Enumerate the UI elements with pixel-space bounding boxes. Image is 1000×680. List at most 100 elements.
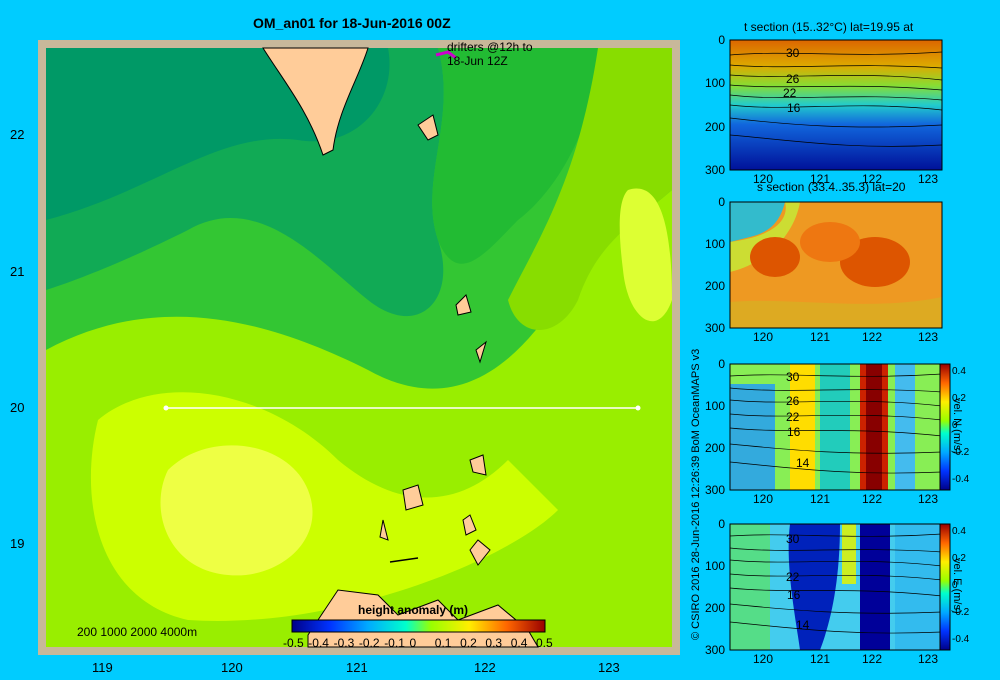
- section-y-tick: 200: [704, 601, 725, 615]
- section-x-tick: 123: [918, 492, 939, 506]
- section-y-tick: 200: [704, 441, 725, 455]
- ve-contour-label: 30: [786, 532, 800, 546]
- main-x-tick: 121: [346, 660, 368, 675]
- section-y-tick: 100: [704, 559, 725, 573]
- colorbar-tick-label: 0.2: [460, 636, 477, 650]
- section-y-tick: 0: [718, 357, 725, 371]
- main-y-tick: 21: [10, 264, 25, 279]
- vn-contour-label: 16: [787, 425, 801, 439]
- s-fresh-patch: [730, 202, 785, 242]
- section-x-tick: 120: [753, 652, 774, 666]
- land-island-2: [455, 294, 472, 316]
- colorbar-tick-label: -0.1: [384, 636, 405, 650]
- ve-green-band: [730, 524, 770, 650]
- velocity-colorbar-tick: -0.2: [952, 447, 970, 458]
- t-contour-label: 22: [783, 86, 797, 100]
- velocity-colorbar-tick: 0: [952, 580, 958, 591]
- velocity-colorbar-tick: 0: [952, 420, 958, 431]
- main-x-tick: 123: [598, 660, 620, 675]
- land-island-1: [417, 114, 439, 141]
- ve-contours: [729, 533, 943, 634]
- land-island-3: [475, 340, 487, 364]
- section-y-tick: 300: [704, 321, 725, 335]
- main-y-tick: 22: [10, 127, 25, 142]
- t-contour-label: 30: [786, 46, 800, 60]
- field-blob-east-yellow: [619, 188, 672, 322]
- section-y-tick: 300: [704, 163, 725, 177]
- section-x-tick: 120: [753, 492, 774, 506]
- colorbar-tick-label: 0.3: [485, 636, 503, 650]
- field-blob-yellow: [160, 445, 313, 576]
- land-island-5: [402, 484, 424, 511]
- field-band-green-mid: [432, 48, 598, 264]
- vn-red-core-inner: [866, 364, 882, 490]
- land-taiwan: [262, 47, 369, 156]
- vn-contour-label: 26: [786, 394, 800, 408]
- drifter-note: drifters @12h to 18-Jun 12Z: [447, 40, 533, 68]
- ve-contour-label: 22: [786, 570, 800, 584]
- main-x-tick: 122: [474, 660, 496, 675]
- section-x-tick: 121: [810, 492, 831, 506]
- ve-section-panel: [729, 523, 943, 651]
- colorbar-tick-label: -0.3: [333, 636, 355, 650]
- ve-blue-core-1: [788, 524, 840, 650]
- section-x-tick: 121: [810, 172, 831, 186]
- velocity-colorbar-tick: 0.4: [952, 366, 966, 377]
- main-map: [38, 40, 680, 655]
- colorbar-tick-label: 0.5: [536, 636, 553, 650]
- colorbar-tick-label: 0.4: [510, 636, 528, 650]
- colorbar-tick-label: 0: [409, 636, 417, 650]
- t-contour-label: 16: [787, 101, 801, 115]
- land-reef: [389, 557, 419, 563]
- main-title: OM_an01 for 18-Jun-2016 00Z: [253, 15, 451, 31]
- field-band-lime-east: [508, 48, 672, 330]
- velocity-colorbar-tick: -0.2: [952, 607, 970, 618]
- ve-cyan-band: [895, 524, 942, 650]
- ve-yellow-band: [842, 524, 856, 584]
- section-y-tick: 0: [718, 33, 725, 47]
- land-island-4: [469, 454, 487, 476]
- section-y-tick: 0: [718, 517, 725, 531]
- t-section-title: t section (15..32°C) lat=19.95 at: [744, 20, 914, 34]
- main-x-tick: 120: [221, 660, 243, 675]
- velocity-colorbar-tick: 0.2: [952, 553, 966, 564]
- section-x-tick: 121: [810, 330, 831, 344]
- ve-contour-label: 16: [787, 588, 801, 602]
- main-y-tick: 20: [10, 400, 25, 415]
- colorbar-tick-label: 0.1: [434, 636, 452, 650]
- section-x-tick: 123: [918, 652, 939, 666]
- height-colorbar: [291, 619, 546, 633]
- section-y-tick: 100: [704, 237, 725, 251]
- section-x-tick: 122: [862, 330, 883, 344]
- t-contours: [729, 51, 943, 147]
- main-x-tick: 119: [92, 660, 113, 675]
- colorbar-title: height anomaly (m): [358, 603, 469, 617]
- section-x-tick: 120: [753, 172, 774, 186]
- s-section-title: s section (33.4..35.3) lat=20: [757, 180, 906, 194]
- s-core-1: [750, 237, 800, 277]
- t-contour-label: 26: [786, 72, 800, 86]
- ve-colorbar: [939, 523, 951, 651]
- ve-colorbar-label: vel. E (m/s): [951, 558, 963, 614]
- velocity-colorbar-tick: 0.4: [952, 526, 966, 537]
- section-y-tick: 300: [704, 643, 725, 657]
- drifter-track: [435, 50, 457, 60]
- section-y-tick: 200: [704, 119, 725, 134]
- credit-text: © CSIRO 2016 28-Jun-2016 12:26:39 BoM Oc…: [690, 348, 702, 640]
- s-section-panel: [729, 201, 943, 329]
- vn-blue-band-2: [895, 364, 915, 490]
- section-x-tick: 122: [862, 652, 883, 666]
- velocity-colorbar-tick: 0.2: [952, 393, 966, 404]
- colorbar-tick-label: -0.5: [283, 636, 304, 650]
- vn-contours: [729, 373, 943, 474]
- section-y-tick: 300: [704, 483, 725, 497]
- section-line-end: [635, 405, 641, 411]
- section-x-tick: 123: [918, 172, 939, 186]
- land-island-8: [469, 539, 491, 566]
- section-x-tick: 121: [810, 652, 831, 666]
- t-section-panel: [729, 39, 943, 171]
- colorbar-tick-label: -0.4: [308, 636, 329, 650]
- ve-contour-label: 14: [796, 618, 810, 632]
- velocity-colorbar-tick: -0.4: [952, 634, 970, 645]
- depth-legend: 200 1000 2000 4000m: [77, 625, 198, 639]
